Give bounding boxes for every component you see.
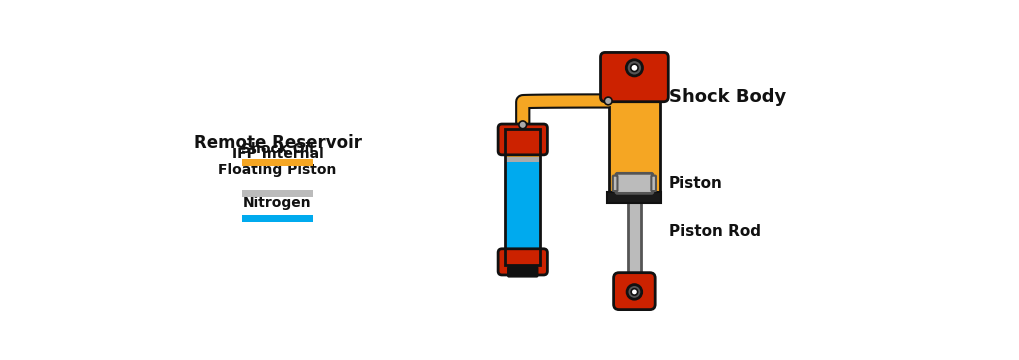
FancyBboxPatch shape (615, 173, 652, 193)
Polygon shape (504, 157, 540, 162)
FancyBboxPatch shape (613, 273, 654, 310)
FancyBboxPatch shape (497, 249, 547, 275)
Circle shape (604, 97, 611, 105)
Text: Piston Rod: Piston Rod (668, 224, 760, 239)
FancyBboxPatch shape (608, 97, 659, 195)
FancyBboxPatch shape (600, 53, 667, 102)
FancyBboxPatch shape (651, 176, 655, 191)
Polygon shape (504, 130, 540, 265)
Text: Shock Oil: Shock Oil (240, 141, 314, 156)
Text: Shock Body: Shock Body (668, 88, 786, 106)
Text: Piston: Piston (668, 176, 722, 191)
FancyBboxPatch shape (242, 215, 313, 222)
Circle shape (630, 64, 638, 72)
Polygon shape (628, 192, 640, 282)
FancyBboxPatch shape (242, 190, 313, 197)
Circle shape (626, 60, 642, 76)
Circle shape (519, 121, 526, 129)
Circle shape (627, 285, 641, 299)
Polygon shape (504, 162, 540, 253)
FancyBboxPatch shape (607, 192, 660, 203)
FancyBboxPatch shape (507, 267, 537, 277)
FancyBboxPatch shape (242, 159, 313, 166)
Text: IFP Internal
Floating Piston: IFP Internal Floating Piston (218, 147, 336, 177)
Circle shape (631, 289, 637, 295)
Text: Nitrogen: Nitrogen (243, 195, 312, 210)
FancyBboxPatch shape (497, 124, 547, 155)
Text: Remote Reservoir: Remote Reservoir (194, 134, 361, 152)
FancyBboxPatch shape (612, 176, 616, 191)
